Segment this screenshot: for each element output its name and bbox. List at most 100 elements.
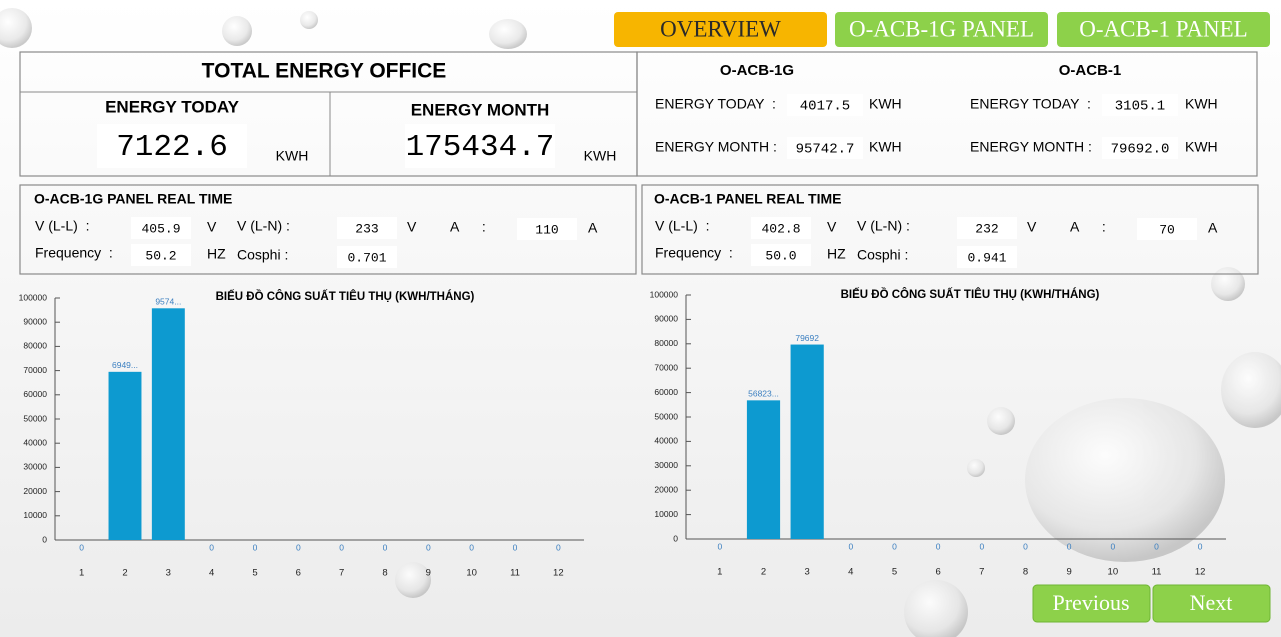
value-label: 0 (469, 542, 474, 552)
content: OVERVIEW O-ACB-1G PANEL O-ACB-1 PANEL TOTAL… (19, 12, 1271, 623)
field-unit: A (1208, 220, 1218, 236)
field-value: 405.9 (141, 221, 180, 236)
feeder-unit: KWH (1185, 96, 1218, 112)
x-tick-label: 5 (892, 567, 897, 578)
metric-value: 175434.7 (406, 130, 555, 165)
value-label: 0 (426, 542, 431, 552)
panel-title: TOTAL ENERGY OFFICE (202, 60, 447, 83)
value-label: 56823... (748, 389, 779, 399)
x-tick-label: 12 (553, 568, 564, 579)
field-unit: HZ (207, 246, 226, 262)
y-tick-label: 60000 (23, 389, 47, 399)
value-label: 9574... (155, 297, 181, 307)
field-label: Frequency : (655, 245, 733, 261)
value-label: 0 (209, 542, 214, 552)
bar (746, 400, 781, 539)
value-label: 0 (253, 542, 258, 552)
nav-tab-label[interactable]: O-ACB-1G PANEL (849, 16, 1034, 41)
bar (151, 308, 185, 540)
x-tick-label: 11 (510, 568, 520, 579)
nav-button-label[interactable]: Previous (1053, 590, 1130, 615)
value-label: 0 (1023, 541, 1028, 551)
value-label: 0 (936, 541, 941, 551)
value-box (1102, 137, 1178, 159)
value-label: 6949... (112, 360, 138, 370)
value-label: 0 (296, 542, 301, 552)
value-label: 79692 (795, 333, 819, 343)
nav-tab-label[interactable]: OVERVIEW (660, 16, 781, 41)
field-unit: A (588, 220, 598, 236)
chart-title: BIẾU ĐỒ CÔNG SUẤT TIÊU THỤ (KWH/THÁNG) (216, 290, 475, 303)
field-value: 110 (535, 222, 558, 237)
bar (790, 344, 824, 539)
x-tick-label: 8 (1023, 567, 1028, 578)
nav-button-label[interactable]: Next (1190, 590, 1233, 615)
y-tick-label: 90000 (23, 316, 47, 326)
field-value: 233 (355, 221, 378, 236)
x-tick-label: 6 (936, 567, 941, 578)
value-box (751, 217, 811, 239)
metric-label: ENERGY MONTH (411, 100, 550, 119)
x-tick-label: 1 (717, 567, 722, 578)
nav-button[interactable] (1152, 584, 1271, 623)
feeder-unit: KWH (1185, 139, 1218, 155)
value-label: 0 (1198, 541, 1203, 551)
value-box (751, 244, 811, 266)
feeder-name: O-ACB-1G (720, 62, 794, 79)
field-unit: V (407, 219, 417, 235)
value-box (337, 246, 397, 268)
y-tick-label: 80000 (23, 341, 47, 351)
value-box (337, 217, 397, 239)
value-label: 0 (1067, 541, 1072, 551)
x-tick-label: 4 (209, 568, 214, 579)
feeder-label: ENERGY TODAY : (655, 96, 776, 112)
y-tick-label: 30000 (23, 462, 47, 472)
y-tick-label: 10000 (23, 510, 47, 520)
x-tick-label: 11 (1152, 567, 1162, 578)
nav-tab[interactable] (614, 12, 827, 47)
value-label: 0 (717, 541, 722, 551)
feeder-value: 79692.0 (1111, 142, 1170, 158)
x-tick-label: 7 (339, 568, 344, 579)
metric-value: 7122.6 (116, 130, 228, 165)
value-box (131, 244, 191, 266)
realtime-title: O-ACB-1G PANEL REAL TIME (34, 191, 232, 207)
field-unit: V (207, 219, 217, 235)
value-label: 0 (1154, 541, 1159, 551)
y-tick-label: 70000 (23, 365, 47, 375)
value-label: 0 (848, 541, 853, 551)
y-tick-label: 40000 (23, 437, 47, 447)
field-label: Frequency : (35, 245, 113, 261)
feeder-name: O-ACB-1 (1059, 62, 1122, 79)
realtime-panel (641, 184, 1259, 275)
y-tick-label: 0 (42, 534, 47, 544)
y-tick-label: 20000 (654, 484, 678, 494)
y-tick-label: 100000 (19, 292, 48, 302)
x-tick-label: 12 (1195, 567, 1206, 578)
value-box (97, 124, 247, 168)
feeder-value: 3105.1 (1115, 99, 1165, 115)
nav-tab[interactable] (1057, 12, 1270, 47)
x-tick-label: 2 (761, 567, 766, 578)
x-tick-label: 2 (122, 568, 127, 579)
realtime-title: O-ACB-1 PANEL REAL TIME (654, 191, 841, 207)
nav-button[interactable] (1032, 584, 1151, 623)
y-tick-label: 80000 (654, 338, 678, 348)
field-value: 0.941 (967, 250, 1006, 265)
nav-tab-label[interactable]: O-ACB-1 PANEL (1079, 16, 1247, 41)
value-box (957, 217, 1017, 239)
x-tick-label: 8 (382, 568, 387, 579)
y-tick-label: 90000 (654, 314, 678, 324)
metric-label: ENERGY TODAY (105, 97, 240, 116)
y-tick-label: 70000 (654, 362, 678, 372)
nav-tab[interactable] (835, 12, 1048, 47)
feeder-value: 4017.5 (800, 99, 850, 115)
field-unit: V (1027, 219, 1037, 235)
feeder-unit: KWH (869, 139, 902, 155)
y-tick-label: 100000 (650, 289, 679, 299)
value-label: 0 (556, 542, 561, 552)
field-value: 0.701 (347, 250, 386, 265)
field-value: 232 (975, 221, 998, 236)
value-label: 0 (979, 541, 984, 551)
field-label: V (L-N) : (237, 218, 290, 234)
